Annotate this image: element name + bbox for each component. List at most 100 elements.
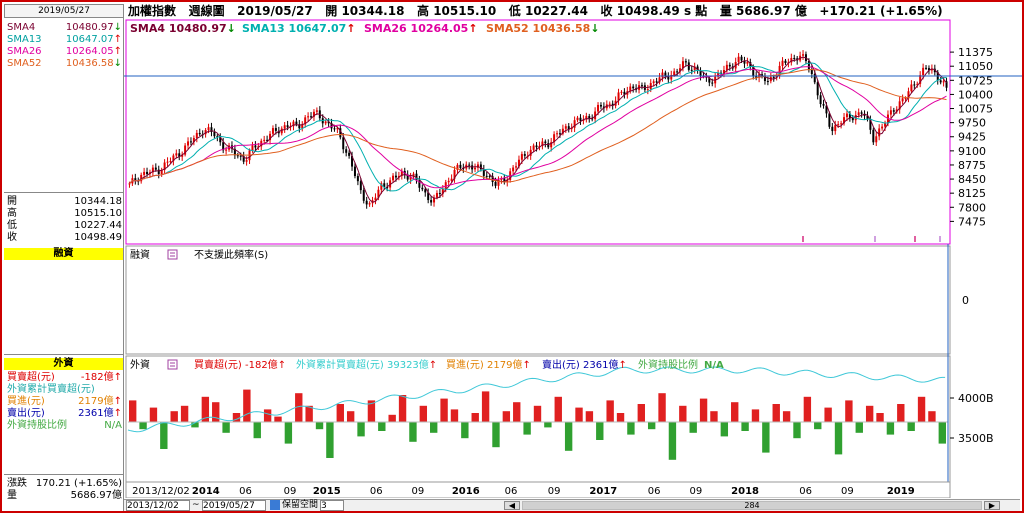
- candle-body: [222, 142, 225, 151]
- candle-body: [681, 61, 684, 69]
- left-change: 漲跌 170.21 (+1.65%): [7, 478, 122, 489]
- margin-note: 不支援此頻率(S): [194, 248, 268, 261]
- scroll-left-button[interactable]: ◀: [504, 501, 520, 510]
- scroll-thumb[interactable]: 284: [523, 502, 981, 510]
- x-tick-label: 2019: [887, 486, 915, 497]
- foreign-bar: [419, 405, 428, 422]
- open-label: 開: [325, 4, 338, 18]
- foreign-bar: [928, 411, 936, 422]
- x-tick-label: 2017: [589, 486, 617, 497]
- candle-body: [535, 145, 538, 148]
- candle-body: [687, 62, 690, 70]
- candle-body: [365, 200, 368, 205]
- candle-body: [872, 129, 875, 143]
- candle-body: [886, 114, 889, 124]
- candle-body: [336, 128, 339, 130]
- range-start-field[interactable]: 2013/12/02: [126, 500, 190, 511]
- candle-body: [684, 61, 687, 63]
- margin-legend-icon: [167, 249, 178, 260]
- foreign-bar: [471, 413, 479, 422]
- margin-zero-tick: 0: [962, 294, 969, 307]
- candle-body: [781, 60, 784, 66]
- candle-body: [374, 197, 377, 201]
- candle-body: [910, 84, 913, 92]
- price-marker: [874, 236, 876, 242]
- foreign-bar: [170, 411, 178, 422]
- range-end-field[interactable]: 2019/05/27: [202, 500, 266, 511]
- candle-body: [722, 70, 725, 74]
- foreign-bar: [440, 398, 448, 422]
- candle-body: [310, 116, 313, 118]
- candle-body: [851, 118, 854, 121]
- candle-body: [280, 128, 283, 134]
- candle-body: [793, 57, 796, 59]
- foreign-bar: [897, 404, 905, 422]
- left-high: 高 10515.10: [7, 208, 122, 219]
- candle-body: [585, 116, 588, 120]
- sma13-line: [129, 62, 947, 192]
- candle-body: [342, 137, 345, 150]
- foreign-legend-ratio: 外資持股比例: [638, 358, 698, 371]
- reserve-input[interactable]: 3: [320, 500, 344, 511]
- candle-body: [661, 72, 664, 78]
- reserve-icon: [270, 500, 280, 510]
- candle-body: [453, 169, 456, 179]
- candle-body: [945, 81, 948, 88]
- scroll-right-button[interactable]: ▶: [984, 501, 1000, 510]
- foreign-bar: [388, 414, 396, 422]
- candle-body: [749, 62, 752, 67]
- low-label: 低: [508, 4, 521, 18]
- candle-body: [245, 160, 248, 162]
- foreign-legend: 外資 買賣超(元) -182億↑ 外資累計買賣超(元) 39323億↑ 買進(元…: [130, 358, 724, 371]
- candle-body: [356, 176, 359, 182]
- candle-body: [884, 123, 887, 127]
- candle-body: [327, 121, 330, 124]
- candle-body: [178, 153, 181, 157]
- candle-body: [380, 183, 383, 190]
- price-marker: [802, 236, 804, 242]
- candle-body: [807, 61, 810, 70]
- candle-body: [286, 125, 289, 128]
- candle-body: [652, 81, 655, 84]
- candle-body: [263, 139, 266, 141]
- candle-body: [474, 167, 477, 170]
- candle-body: [181, 154, 184, 157]
- left-buy: 買進(元) 2179億↑: [7, 396, 122, 407]
- foreign-bar: [938, 422, 946, 444]
- margin-title: 融資: [130, 249, 150, 261]
- foreign-bar: [263, 409, 272, 422]
- scroll-track[interactable]: 284: [522, 501, 982, 510]
- left-sma13: SMA13 10647.07↑: [7, 34, 122, 45]
- x-tick-label: 09: [689, 486, 702, 497]
- price-marker: [939, 236, 941, 242]
- candle-body: [761, 74, 764, 76]
- candle-body: [848, 113, 851, 119]
- candle-body: [400, 170, 403, 176]
- candle-body: [406, 174, 409, 180]
- foreign-bar: [274, 416, 282, 422]
- candle-body: [553, 134, 556, 143]
- candle-body: [450, 178, 453, 181]
- foreign-bar: [160, 422, 168, 449]
- legend-sma52: SMA52 10436.58↓: [486, 22, 600, 35]
- foreign-bar: [731, 402, 739, 422]
- x-tick-label: 2013/12/02: [132, 486, 190, 497]
- foreign-bar: [129, 400, 137, 422]
- candle-body: [743, 60, 746, 64]
- low-value: 10227.44: [524, 4, 588, 18]
- foreign-bar: [295, 393, 303, 422]
- foreign-bar: [585, 411, 594, 422]
- price-y-label: 10075: [958, 103, 993, 116]
- candle-body: [128, 183, 131, 185]
- candle-body: [845, 113, 848, 118]
- high-value: 10515.10: [433, 4, 497, 18]
- x-tick-label: 09: [841, 486, 854, 497]
- range-sep: ~: [192, 500, 200, 510]
- foreign-bar: [523, 422, 531, 435]
- candle-body: [728, 64, 731, 67]
- foreign-legend-buy: 買進(元) 2179億↑: [446, 358, 531, 371]
- candle-body: [383, 183, 386, 188]
- candle-body: [175, 153, 178, 156]
- candle-body: [216, 136, 219, 138]
